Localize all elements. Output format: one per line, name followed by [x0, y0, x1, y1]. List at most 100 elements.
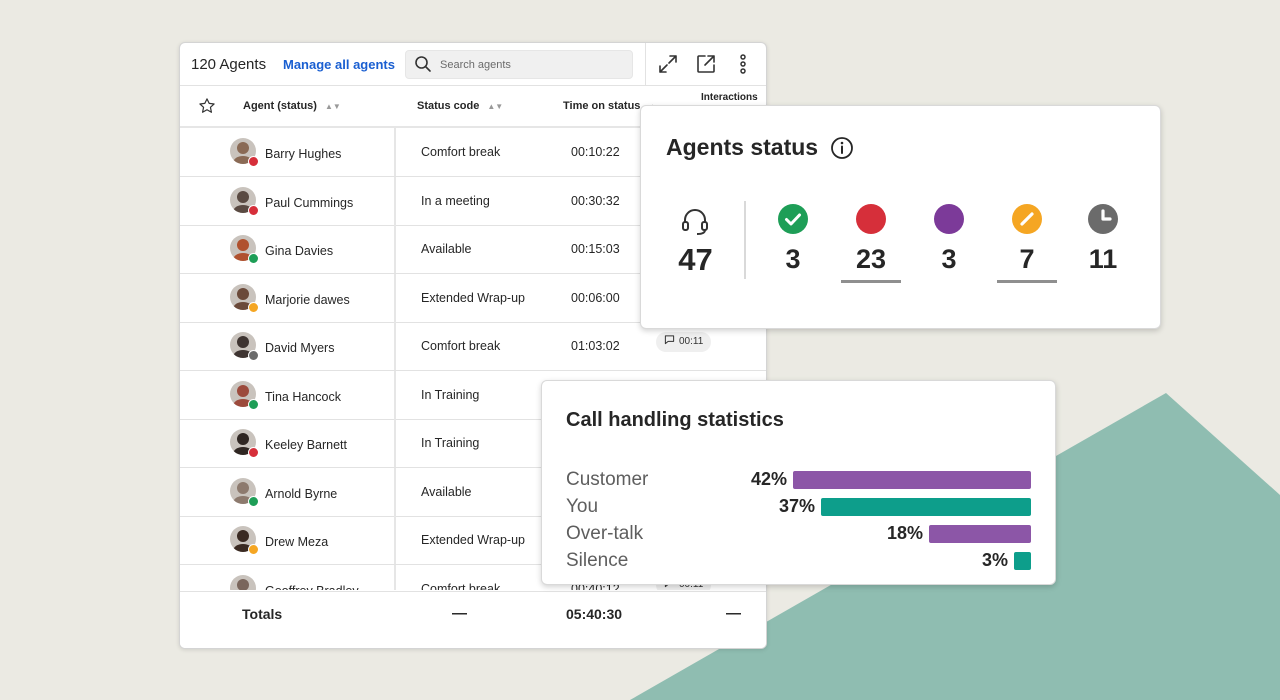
- agents-count: 120 Agents: [191, 56, 267, 73]
- search-agents-field[interactable]: [405, 50, 633, 79]
- status-code: Extended Wrap-up: [421, 290, 525, 305]
- status-stat[interactable]: 7: [997, 204, 1057, 284]
- agent-name: Drew Meza: [265, 535, 329, 549]
- call-stat-bar: [1014, 552, 1031, 570]
- status-dot-icon: [248, 495, 259, 507]
- status-stat[interactable]: 11: [1073, 204, 1133, 284]
- stat-value: 3: [941, 244, 957, 274]
- status-dot-icon: [248, 544, 259, 555]
- search-icon: [415, 56, 431, 72]
- red-dot-icon: [856, 204, 886, 234]
- column-time-label: Time on status: [563, 100, 641, 112]
- table-row[interactable]: Keeley Barnett In Training: [180, 419, 766, 468]
- open-external-button[interactable]: [694, 52, 718, 76]
- call-stat-bar: [929, 525, 1031, 543]
- time-on-status: 00:15:03: [571, 242, 620, 256]
- call-handling-title: Call handling statistics: [566, 409, 784, 431]
- time-on-status: 01:03:02: [571, 339, 620, 353]
- totals-status-code: —: [452, 605, 467, 622]
- search-input[interactable]: [438, 54, 627, 76]
- column-divider: [394, 419, 396, 467]
- agents-toolbar: 120 Agents Manage all agents: [180, 43, 766, 86]
- agents-status-card: Agents status 47 3 23 3 7 11: [640, 105, 1161, 329]
- time-on-status: 00:40:12: [571, 581, 620, 591]
- column-divider: [394, 467, 396, 516]
- column-divider: [394, 322, 396, 370]
- table-row[interactable]: Drew Meza Extended Wrap-up: [180, 516, 766, 565]
- interaction-chip[interactable]: 00:11: [656, 332, 712, 352]
- call-stat-row: Silence 3%: [542, 548, 1055, 575]
- status-code: In Training: [421, 436, 480, 450]
- status-stat[interactable]: 3: [763, 204, 823, 284]
- stat-value: 23: [855, 244, 887, 274]
- agent-name: Gina Davies: [265, 244, 334, 258]
- agents-table-body: Barry Hughes Comfort break 00:10:22 Paul…: [180, 128, 766, 590]
- column-divider: [394, 225, 396, 273]
- table-row[interactable]: Tina Hancock In Training: [180, 370, 766, 420]
- stat-underline: [841, 280, 901, 283]
- table-row[interactable]: Gina Davies Available 00:15:03: [180, 225, 766, 274]
- call-stat-percent: 37%: [778, 496, 815, 516]
- status-dot-icon: [248, 350, 259, 361]
- column-interactions[interactable]: Interactions: [701, 92, 758, 103]
- call-stat-percent: 42%: [750, 469, 787, 489]
- status-code: Comfort break: [421, 339, 501, 353]
- expand-button[interactable]: [656, 52, 680, 76]
- status-dot-icon: [248, 204, 259, 216]
- call-stat-label: Customer: [566, 469, 649, 490]
- column-divider: [394, 273, 396, 322]
- totals-interactions: —: [726, 605, 741, 622]
- stat-value: 7: [1019, 244, 1035, 274]
- more-options-button[interactable]: [731, 52, 755, 76]
- status-stat[interactable]: 3: [919, 204, 979, 284]
- info-icon[interactable]: [830, 136, 854, 160]
- column-status-code-label: Status code: [417, 100, 480, 112]
- call-stat-percent: 18%: [886, 523, 923, 543]
- pencil-circle-icon: [1012, 204, 1042, 234]
- column-divider: [394, 516, 396, 564]
- manage-all-agents-link[interactable]: Manage all agents: [283, 57, 395, 72]
- time-on-status: 00:10:22: [571, 145, 620, 159]
- call-stat-row: Over-talk 18%: [542, 521, 1055, 548]
- status-code: Available: [421, 242, 472, 256]
- status-code: Comfort break: [421, 581, 501, 591]
- status-dot-icon: [248, 253, 259, 264]
- table-row[interactable]: Arnold Byrne Available: [180, 467, 766, 517]
- star-icon[interactable]: [198, 97, 216, 115]
- status-code: Extended Wrap-up: [421, 533, 525, 547]
- status-stat[interactable]: 23: [841, 204, 901, 284]
- call-stat-label: Silence: [566, 550, 629, 571]
- table-row[interactable]: Barry Hughes Comfort break 00:10:22: [180, 128, 766, 177]
- call-stat-bar: [821, 498, 1031, 516]
- call-stat-percent: 3%: [981, 550, 1008, 570]
- agent-name: Paul Cummings: [265, 195, 354, 210]
- table-row[interactable]: Paul Cummings In a meeting 00:30:32: [180, 176, 766, 226]
- table-row[interactable]: David Myers Comfort break 01:03:02 00:11: [180, 322, 766, 371]
- more-vertical-icon: [740, 54, 746, 74]
- purple-dot-icon: [934, 204, 964, 234]
- status-code: In a meeting: [421, 193, 490, 208]
- sort-icon: ▲▼: [324, 102, 341, 111]
- total-agents-count: 47: [678, 242, 713, 277]
- column-agent-status[interactable]: Agent (status) ▲▼: [243, 100, 341, 112]
- check-circle-icon: [778, 204, 808, 234]
- status-dot-icon: [248, 301, 259, 313]
- totals-label: Totals: [242, 606, 283, 622]
- column-status-code[interactable]: Status code ▲▼: [417, 100, 503, 112]
- open-external-icon: [697, 55, 715, 73]
- call-stat-bar: [793, 471, 1031, 489]
- call-stat-label: You: [566, 496, 599, 517]
- time-on-status: 00:30:32: [571, 193, 620, 208]
- chat-icon: [664, 335, 675, 345]
- agent-name: Geoffrey Bradley: [265, 584, 359, 591]
- status-code: Comfort break: [421, 145, 501, 159]
- totals-row: Totals — 05:40:30 —: [180, 591, 766, 648]
- expand-icon: [659, 55, 677, 73]
- agent-name: Arnold Byrne: [265, 486, 338, 501]
- stat-value: 11: [1088, 244, 1118, 274]
- interaction-time: 00:11: [679, 336, 704, 347]
- status-code: In Training: [421, 387, 480, 402]
- call-stat-label: Over-talk: [566, 523, 644, 544]
- agent-name: David Myers: [265, 341, 335, 355]
- table-row[interactable]: Marjorie dawes Extended Wrap-up 00:06:00: [180, 273, 766, 323]
